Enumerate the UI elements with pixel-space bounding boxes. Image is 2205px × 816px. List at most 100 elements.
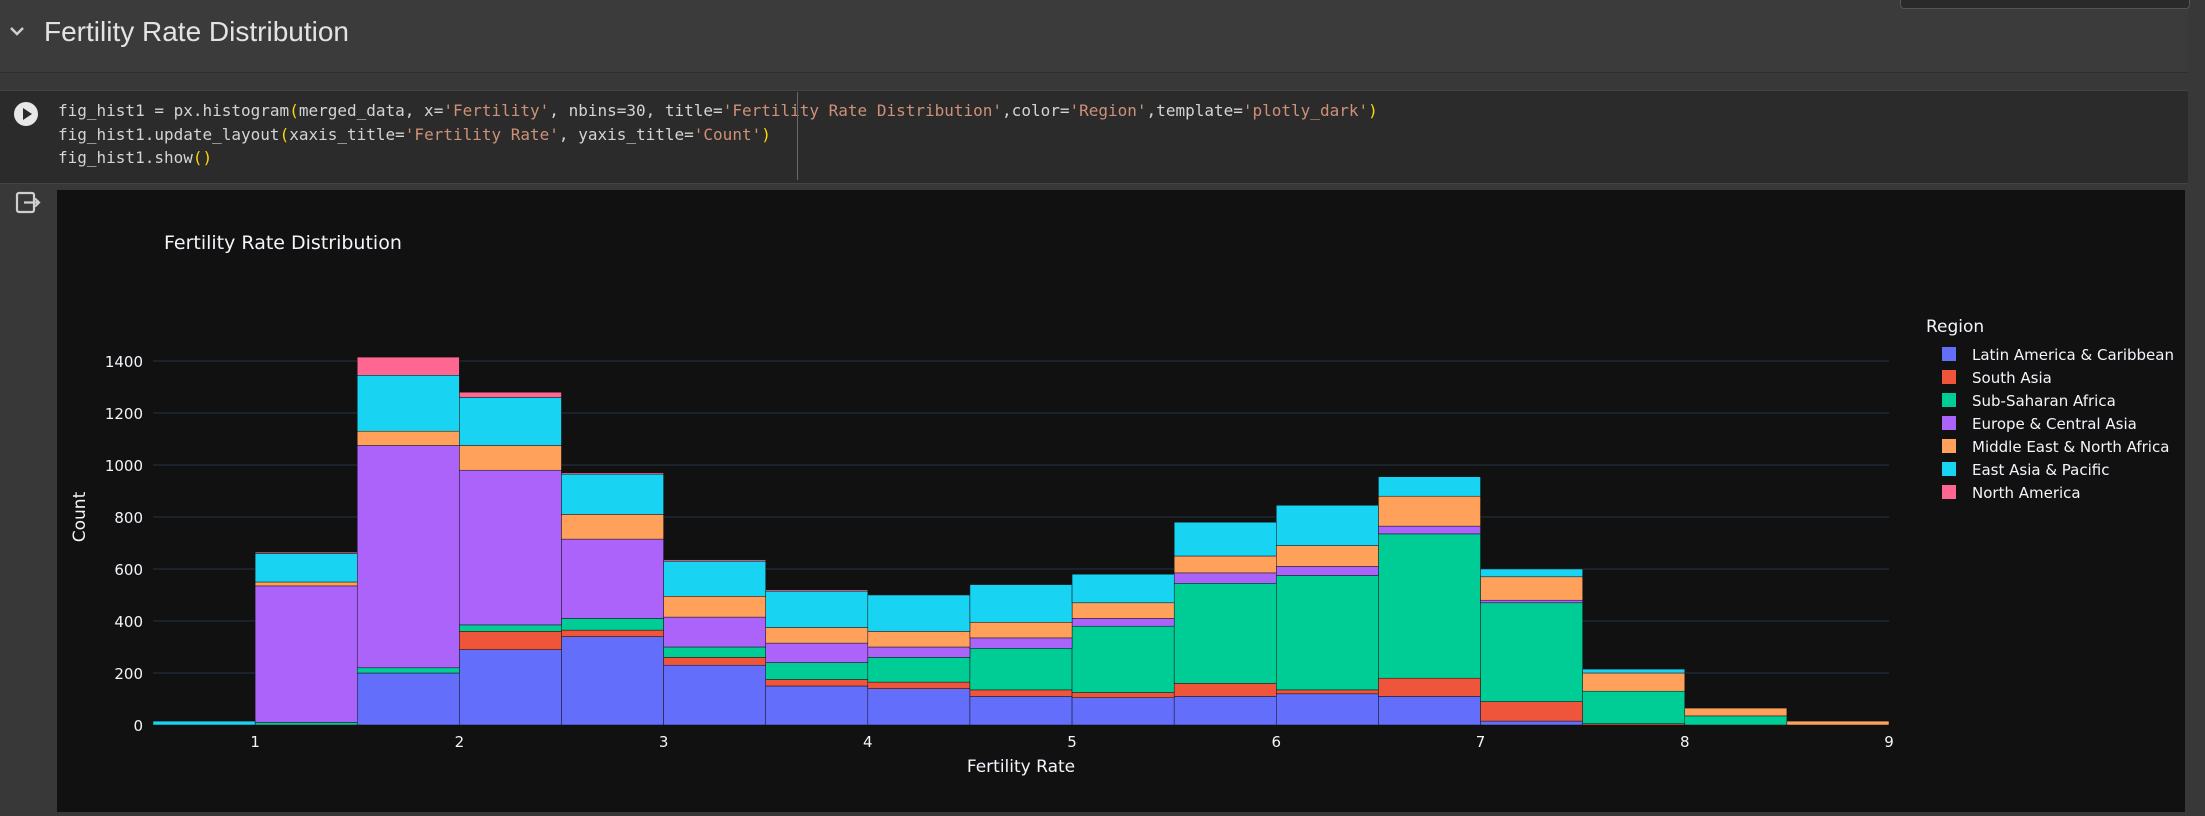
histogram-bar[interactable] <box>1071 573 1175 604</box>
histogram-bar[interactable] <box>765 685 869 726</box>
histogram-bar[interactable] <box>1276 575 1379 691</box>
code-cell[interactable] <box>0 90 2188 184</box>
histogram-bar[interactable] <box>663 664 766 726</box>
histogram-bar[interactable] <box>561 514 664 540</box>
histogram-bar[interactable] <box>1480 568 1583 578</box>
histogram-bar[interactable] <box>459 469 562 626</box>
legend-item[interactable]: South Asia <box>1942 369 2052 387</box>
histogram-bar[interactable] <box>1684 707 1788 717</box>
histogram-bar[interactable] <box>254 585 358 723</box>
histogram-bar[interactable] <box>1173 683 1277 697</box>
legend-item[interactable]: East Asia & Pacific <box>1942 461 2109 479</box>
histogram-bar[interactable] <box>867 657 971 683</box>
histogram-bar[interactable] <box>1684 715 1788 726</box>
histogram-bar[interactable] <box>867 594 971 632</box>
histogram-bar[interactable] <box>561 472 664 475</box>
histogram-bar[interactable] <box>969 622 1073 639</box>
histogram-bar[interactable] <box>1173 583 1277 684</box>
histogram-bar[interactable] <box>1378 696 1481 726</box>
histogram-bar[interactable] <box>1071 618 1175 627</box>
histogram-bar[interactable] <box>1378 677 1481 697</box>
histogram-bar[interactable] <box>561 538 664 619</box>
histogram-bar[interactable] <box>1582 690 1686 724</box>
histogram-bar[interactable] <box>1480 720 1583 726</box>
histogram-bar[interactable] <box>1173 555 1277 574</box>
histogram-bar[interactable] <box>1480 599 1583 604</box>
histogram-bar[interactable] <box>356 375 460 432</box>
histogram-bar[interactable] <box>969 696 1073 726</box>
histogram-bar[interactable] <box>1276 545 1379 567</box>
histogram-bar[interactable] <box>561 618 664 631</box>
histogram-bar[interactable] <box>459 624 562 632</box>
histogram-bar[interactable] <box>663 616 766 648</box>
histogram-bar[interactable] <box>867 646 971 658</box>
histogram-bar[interactable] <box>765 627 869 644</box>
histogram-bar[interactable] <box>663 596 766 618</box>
histogram-bar[interactable] <box>254 551 358 554</box>
histogram-bar[interactable] <box>1480 701 1583 722</box>
histogram-bar[interactable] <box>152 720 256 726</box>
histogram-bar[interactable] <box>356 672 460 726</box>
histogram-bar[interactable] <box>561 473 664 515</box>
legend-item[interactable]: Europe & Central Asia <box>1942 415 2137 433</box>
histogram-bar[interactable] <box>356 430 460 446</box>
histogram-bar[interactable] <box>459 631 562 650</box>
histogram-bar[interactable] <box>356 667 460 674</box>
histogram-bar[interactable] <box>1378 476 1481 497</box>
histogram-bar[interactable] <box>663 560 766 597</box>
histogram-bar[interactable] <box>867 688 971 726</box>
histogram-bar[interactable] <box>561 629 664 637</box>
histogram-bar[interactable] <box>356 356 460 376</box>
histogram-bar[interactable] <box>765 642 869 663</box>
histogram-bar[interactable] <box>1276 505 1379 546</box>
histogram-bar[interactable] <box>867 631 971 648</box>
histogram-bar[interactable] <box>765 662 869 680</box>
chevron-down-icon[interactable] <box>6 20 28 42</box>
histogram-bar[interactable] <box>1480 576 1583 601</box>
histogram-bar[interactable] <box>663 559 766 562</box>
histogram-bar[interactable] <box>1378 525 1481 535</box>
run-cell-button[interactable] <box>12 100 40 128</box>
histogram-bar[interactable] <box>765 679 869 687</box>
output-icon[interactable] <box>14 190 42 216</box>
legend-item[interactable]: Middle East & North Africa <box>1942 438 2169 456</box>
histogram-bar[interactable] <box>1480 602 1583 702</box>
histogram-bar[interactable] <box>459 391 562 398</box>
histogram-bar[interactable] <box>1582 668 1686 674</box>
histogram-bar[interactable] <box>459 397 562 446</box>
histogram-bar[interactable] <box>1071 625 1175 693</box>
histogram-bar[interactable] <box>1276 689 1379 695</box>
histogram-bar[interactable] <box>1786 720 1890 726</box>
histogram-bar[interactable] <box>1173 572 1277 584</box>
histogram-bar[interactable] <box>459 649 562 726</box>
histogram-bar[interactable] <box>969 637 1073 649</box>
histogram-bar[interactable] <box>969 689 1073 697</box>
histogram-bar[interactable] <box>969 648 1073 691</box>
histogram-bar[interactable] <box>1173 696 1277 726</box>
histogram-bar[interactable] <box>1276 566 1379 576</box>
histogram-bar[interactable] <box>663 646 766 658</box>
histogram-bar[interactable] <box>1378 533 1481 679</box>
histogram-bar[interactable] <box>1071 697 1175 726</box>
histogram-bar[interactable] <box>765 590 869 628</box>
histogram-bar[interactable] <box>765 589 869 592</box>
histogram-bar[interactable] <box>867 681 971 689</box>
histogram-bar[interactable] <box>969 584 1073 623</box>
histogram-bar[interactable] <box>356 445 460 669</box>
histogram-bar[interactable] <box>1071 602 1175 619</box>
legend-item[interactable]: Latin America & Caribbean <box>1942 346 2174 364</box>
histogram-bar[interactable] <box>1276 693 1379 726</box>
histogram-bar[interactable] <box>459 445 562 471</box>
histogram-bar[interactable] <box>1378 495 1481 527</box>
histogram-bar[interactable] <box>561 636 664 726</box>
histogram-bar[interactable] <box>1173 521 1277 557</box>
histogram-bar[interactable] <box>1582 672 1686 692</box>
code-editor[interactable]: fig_hist1 = px.histogram(merged_data, x=… <box>58 99 1378 170</box>
histogram-bar[interactable] <box>663 657 766 666</box>
legend-item[interactable]: Sub-Saharan Africa <box>1942 392 2116 410</box>
histogram-bar[interactable] <box>1071 692 1175 698</box>
legend-item[interactable]: North America <box>1942 484 2081 502</box>
histogram-bar[interactable] <box>254 722 358 726</box>
histogram-bar[interactable] <box>254 581 358 587</box>
histogram-bar[interactable] <box>254 553 358 583</box>
